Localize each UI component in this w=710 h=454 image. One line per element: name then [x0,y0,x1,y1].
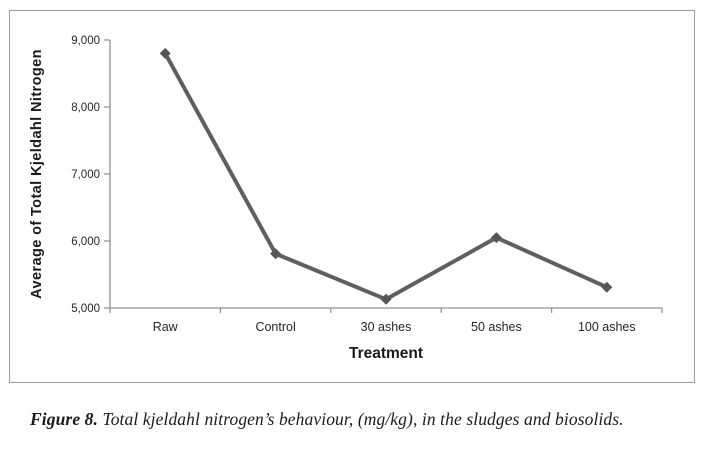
figure-caption-label: Figure 8. [30,409,98,429]
data-point-50-ashes [490,232,502,244]
series-line [163,51,609,302]
x-category-label: Control [255,320,295,334]
x-axis-title: Treatment [349,345,423,362]
data-point-30-ashes [380,293,392,305]
y-axis-title: Average of Total Kjeldahl Nitrogen [29,49,45,299]
data-point-100-ashes [601,281,613,293]
chart-frame: 5,000 6,000 7,000 8,000 9,000 Raw Control 30 as… [9,10,695,383]
data-point-raw [159,47,171,59]
x-category-label: 30 ashes [361,320,412,334]
y-tick-label: 7,000 [71,169,100,181]
y-tick-label: 6,000 [71,236,100,248]
x-category-label: Raw [153,320,179,334]
data-point-control [270,248,282,260]
y-tick-label: 8,000 [71,102,100,114]
x-category-label: 100 ashes [578,320,636,334]
x-category-label: 50 ashes [471,320,522,334]
y-tick-label: 5,000 [71,303,100,315]
y-tick-label: 9,000 [71,35,100,47]
tkn-line-chart: 5,000 6,000 7,000 8,000 9,000 Raw Control 30 as… [29,35,663,362]
figure-caption-text: Total kjeldahl nitrogen’s behaviour, (mg… [98,409,624,429]
figure-caption: Figure 8. Total kjeldahl nitrogen’s beha… [30,409,700,430]
